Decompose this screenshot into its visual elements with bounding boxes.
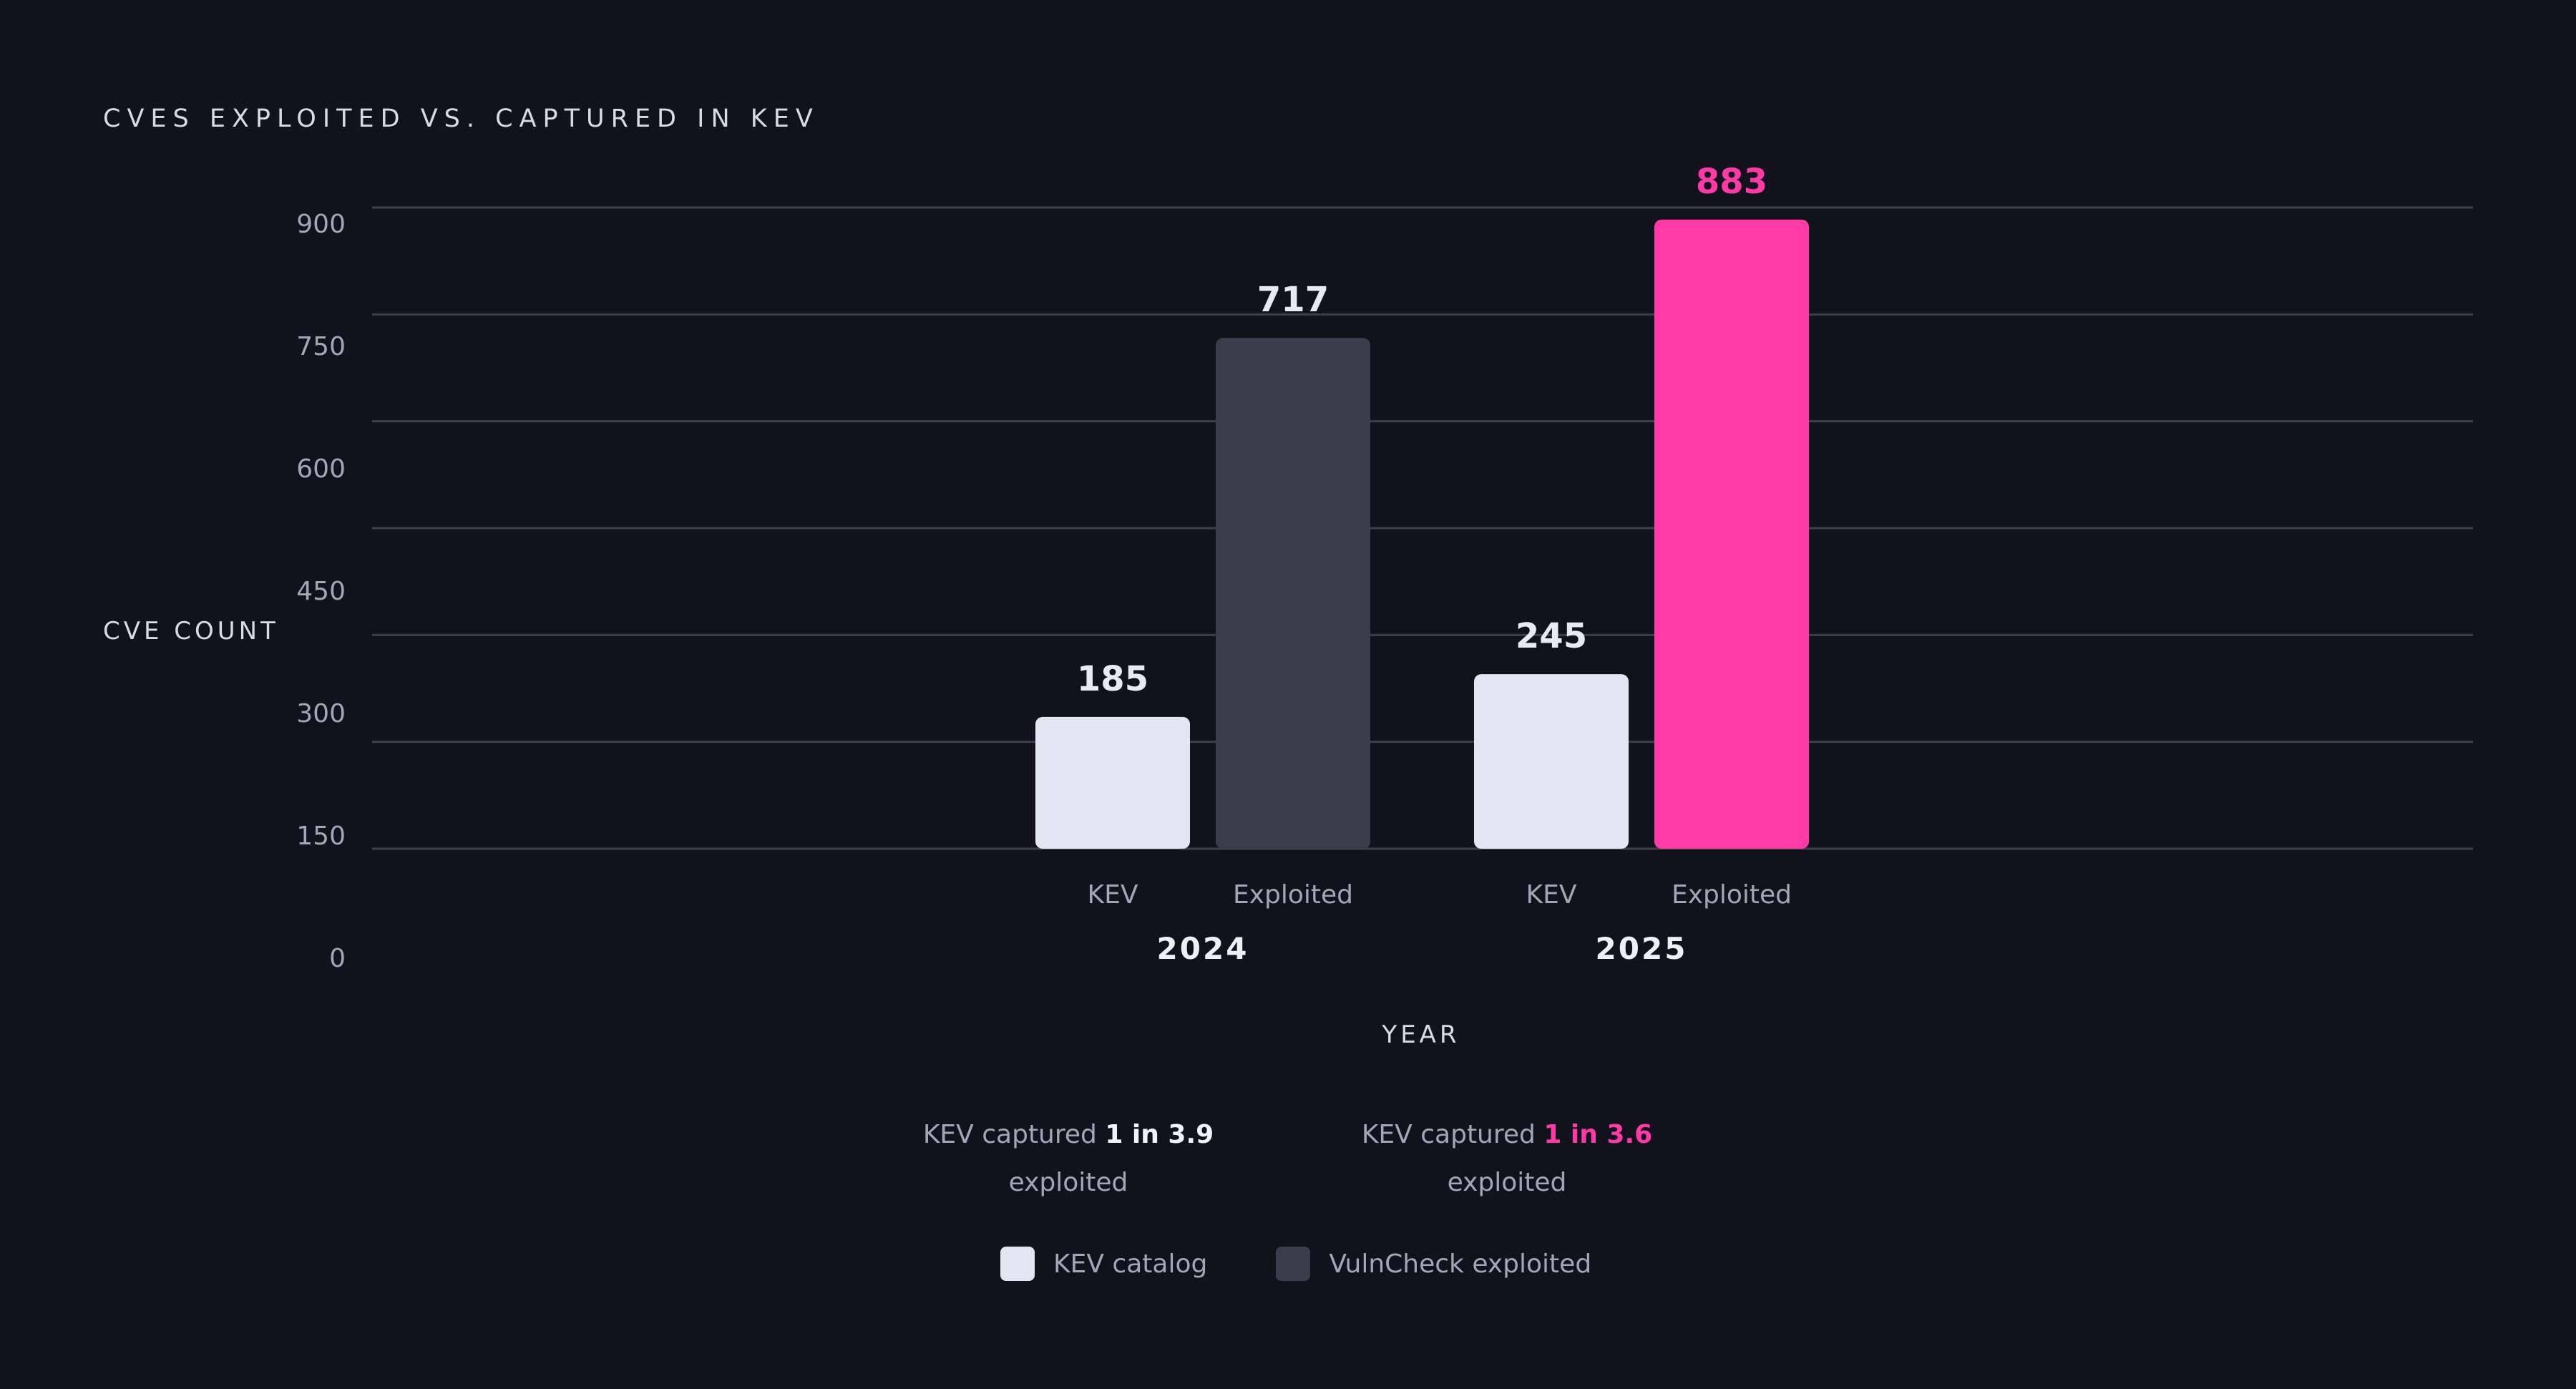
- y-tick-label: 450: [296, 577, 346, 606]
- group-label-2025: 2025: [1596, 931, 1688, 966]
- legend-swatch: [1000, 1247, 1035, 1281]
- data-labels: 185 717 245 883: [1077, 162, 1767, 699]
- x-tick-label: KEV: [1088, 880, 1138, 910]
- legend-label: KEV catalog: [1053, 1249, 1208, 1279]
- bar-2024-kev: [1035, 716, 1190, 849]
- bar-value-label: 883: [1696, 162, 1767, 202]
- x-axis-label: YEAR: [1382, 1020, 1460, 1049]
- y-tick-label: 750: [296, 332, 346, 361]
- x-tick-label: Exploited: [1672, 880, 1792, 910]
- x-axis-ticks: KEV Exploited 2024 KEV Exploited 2025: [1088, 880, 1792, 966]
- y-axis-ticks: 900 750 600 450 300 150 0: [296, 210, 346, 973]
- bar-value-label: 245: [1516, 616, 1587, 656]
- annotation-suffix: exploited: [1008, 1168, 1128, 1197]
- annotation-2024: KEV captured 1 in 3.9 exploited: [868, 1111, 1269, 1207]
- annotation-prefix: KEV captured: [1361, 1120, 1544, 1149]
- annotation-prefix: KEV captured: [922, 1120, 1106, 1149]
- y-tick-label: 150: [296, 822, 346, 851]
- x-tick-label: Exploited: [1233, 880, 1353, 910]
- bar-value-label: 717: [1257, 280, 1329, 320]
- bar-2024-exploited: [1216, 338, 1370, 849]
- bar-value-label: 185: [1077, 659, 1148, 699]
- legend: KEV catalog VulnCheck exploited: [1000, 1245, 1660, 1282]
- bars: [1035, 219, 1809, 849]
- legend-item-exploited: VulnCheck exploited: [1276, 1247, 1591, 1281]
- annotation-ratio: 1 in 3.9: [1105, 1120, 1214, 1149]
- legend-label: VulnCheck exploited: [1329, 1249, 1592, 1279]
- x-tick-label: KEV: [1526, 880, 1577, 910]
- annotation-ratio: 1 in 3.6: [1543, 1120, 1653, 1149]
- y-tick-label: 900: [296, 210, 346, 239]
- annotation-2025: KEV captured 1 in 3.6 exploited: [1307, 1111, 1707, 1207]
- group-label-2024: 2024: [1157, 931, 1249, 966]
- legend-swatch: [1276, 1247, 1311, 1281]
- bar-2025-exploited: [1654, 219, 1809, 849]
- y-tick-label: 600: [296, 454, 346, 484]
- y-axis-label: CVE COUNT: [103, 617, 279, 645]
- legend-item-kev: KEV catalog: [1000, 1247, 1207, 1281]
- bar-2025-kev: [1474, 674, 1629, 849]
- gridlines: [372, 206, 2473, 850]
- chart-title: CVES EXPLOITED VS. CAPTURED IN KEV: [103, 104, 819, 133]
- y-tick-label: 0: [329, 944, 346, 973]
- y-tick-label: 300: [296, 699, 346, 728]
- annotation-suffix: exploited: [1447, 1168, 1567, 1197]
